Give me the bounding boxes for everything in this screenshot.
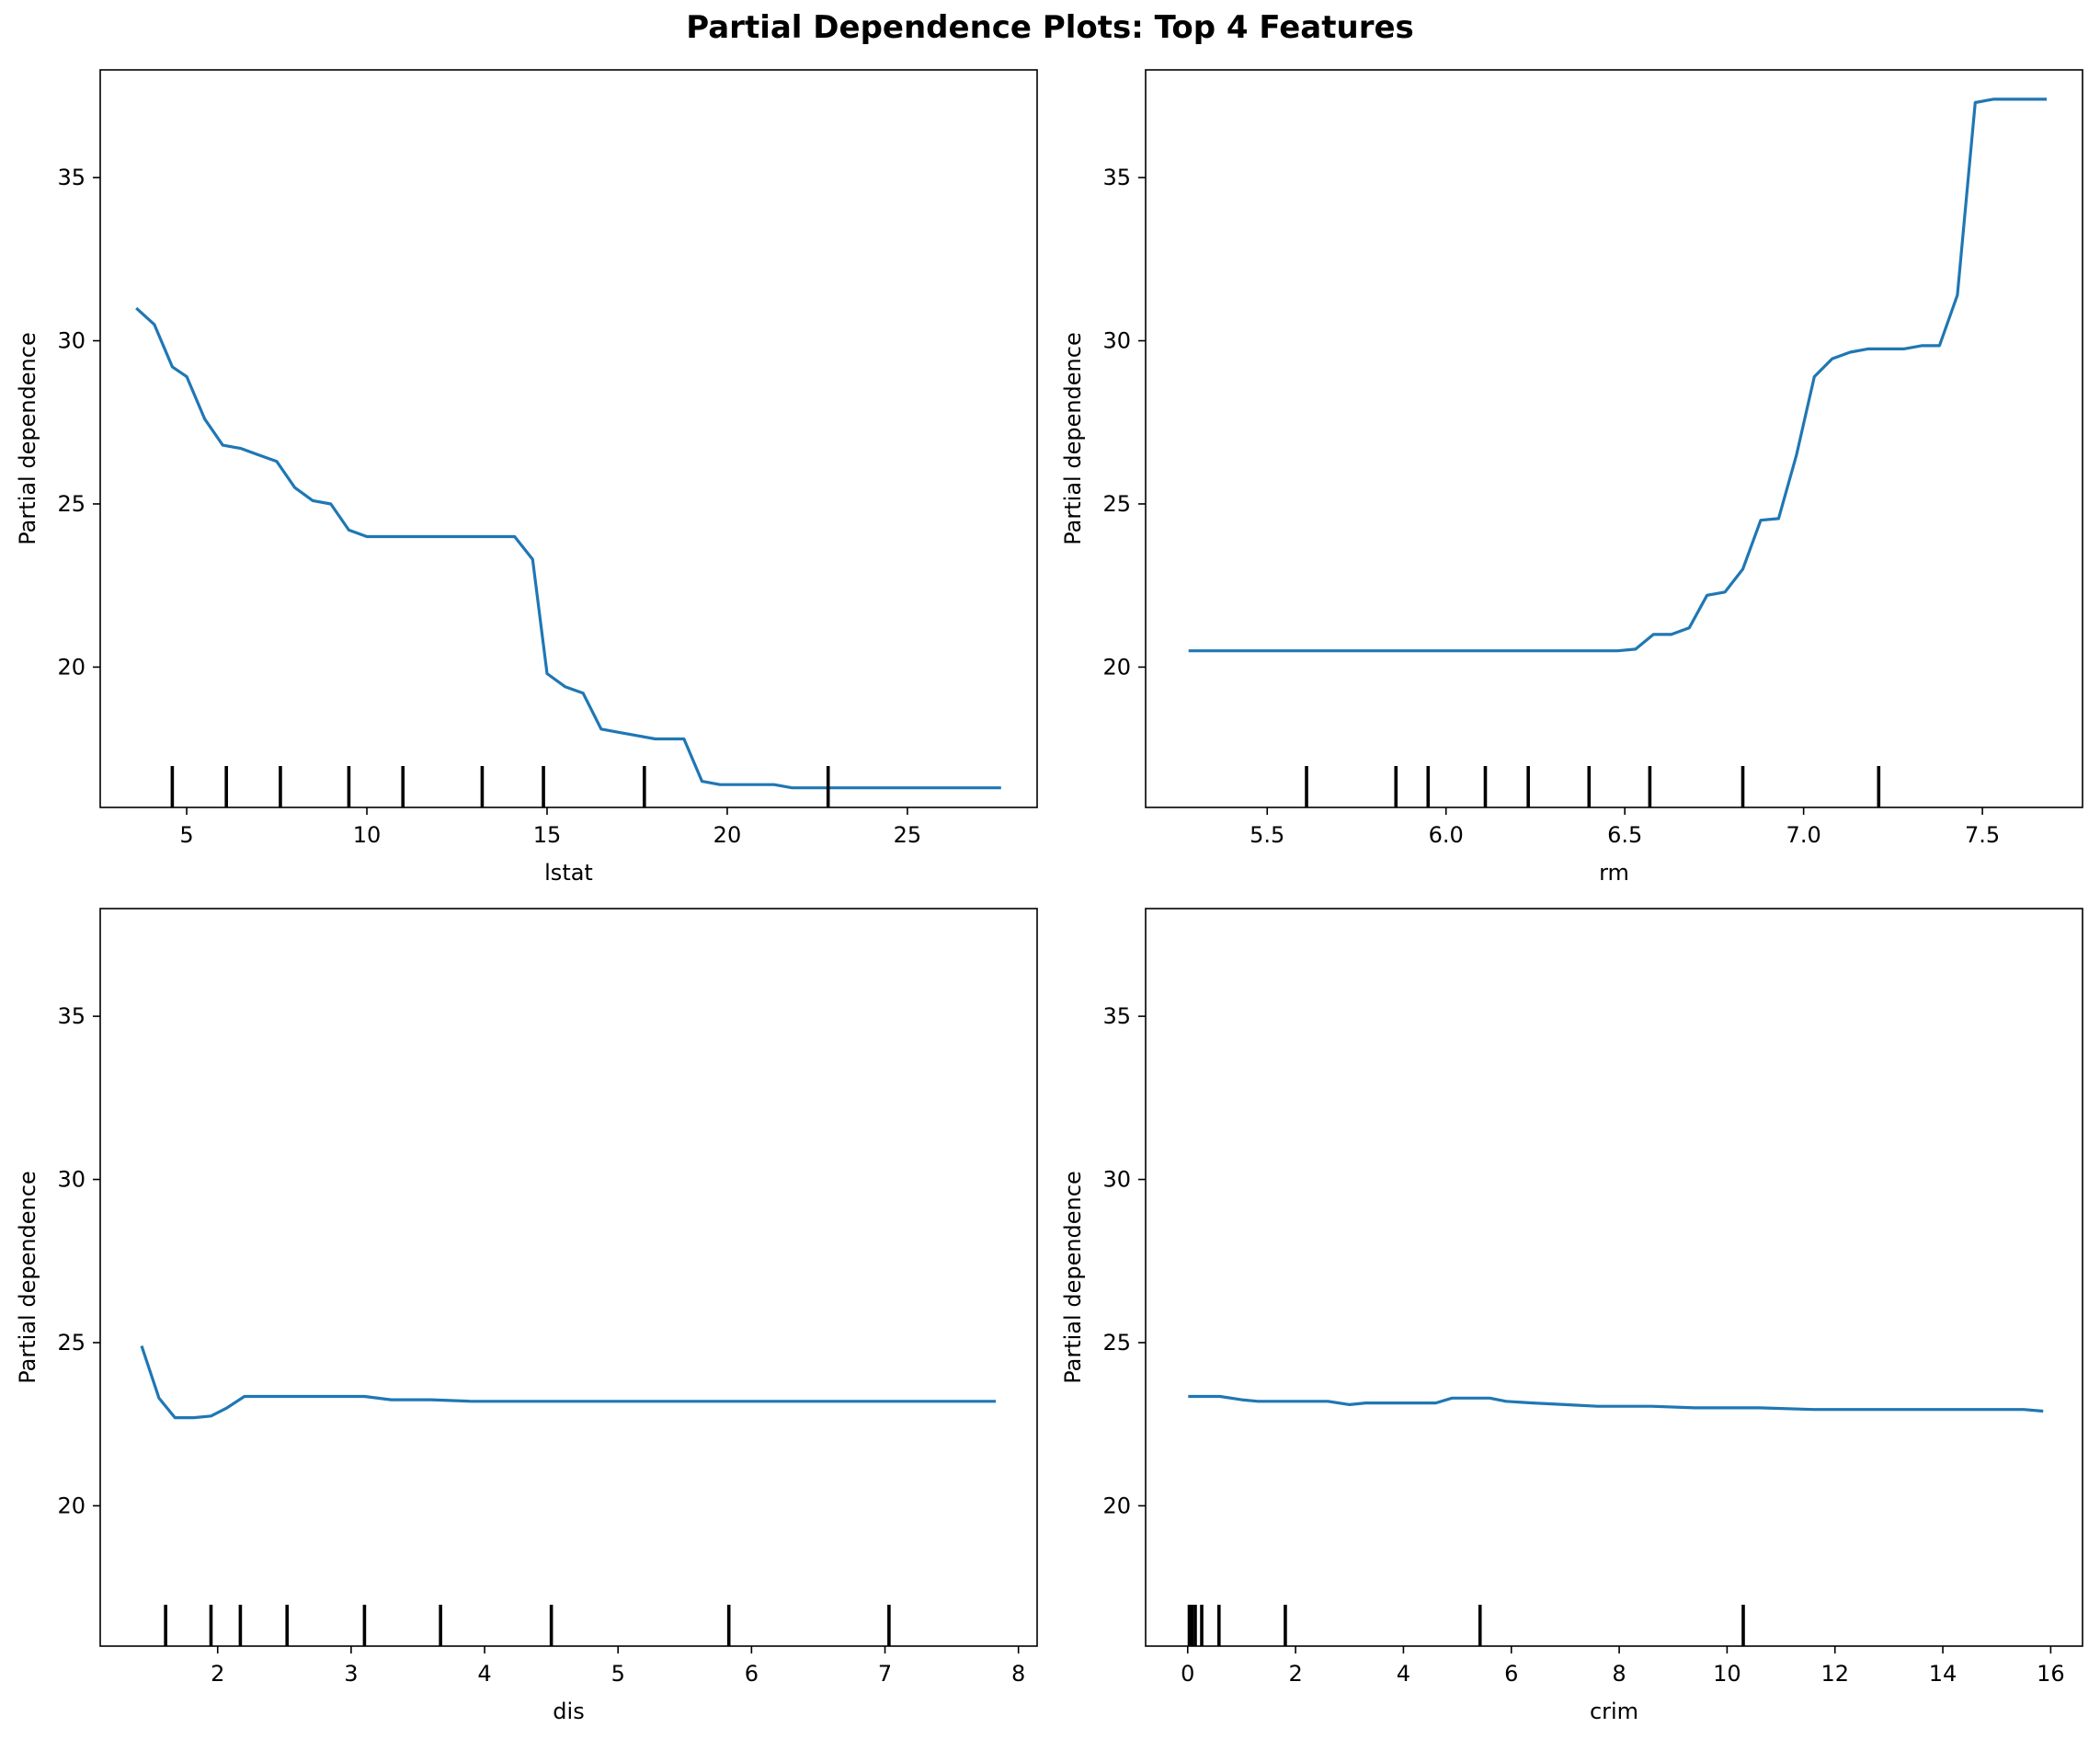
y-tick-label-crim-0: 20 bbox=[1102, 1493, 1131, 1518]
x-tick-label-rm-4: 7.5 bbox=[1965, 822, 2000, 848]
y-tick-label-lstat-1: 25 bbox=[57, 491, 86, 517]
y-tick-label-rm-1: 25 bbox=[1102, 491, 1131, 517]
x-axis-label-rm: rm bbox=[1599, 860, 1629, 886]
pdp-panel-dis: 2 3 4 5 6 7 8 20 25 30 35 dis Partial dependence bbox=[15, 908, 1038, 1724]
y-tick-label-crim-1: 25 bbox=[1102, 1330, 1131, 1356]
pdp-panel-crim: 0 2 4 6 8 10 12 14 16 20 25 30 35 crim Partial depende… bbox=[1060, 908, 2083, 1724]
x-tick-label-crim-3: 6 bbox=[1504, 1661, 1518, 1687]
x-tick-label-rm-3: 7.0 bbox=[1786, 822, 1821, 848]
x-tick-label-rm-0: 5.5 bbox=[1250, 822, 1284, 848]
pd-line-dis bbox=[140, 1344, 996, 1420]
x-tick-label-lstat-4: 25 bbox=[894, 822, 922, 848]
x-tick-label-crim-5: 10 bbox=[1713, 1661, 1741, 1687]
x-tick-label-dis-5: 7 bbox=[878, 1661, 892, 1687]
y-tick-label-dis-3: 35 bbox=[57, 1003, 86, 1029]
pdp-panel-lstat: 5 10 15 20 25 20 25 30 35 lstat Partial dependence bbox=[15, 69, 1038, 886]
y-tick-label-rm-3: 35 bbox=[1102, 165, 1131, 190]
x-tick-label-crim-0: 0 bbox=[1181, 1661, 1194, 1687]
x-tick-label-dis-1: 3 bbox=[344, 1661, 358, 1687]
x-tick-label-dis-3: 5 bbox=[611, 1661, 625, 1687]
x-tick-label-crim-2: 4 bbox=[1397, 1661, 1410, 1687]
axes-frame-dis bbox=[99, 908, 1038, 1647]
axes-frame-crim bbox=[1145, 908, 2083, 1647]
x-tick-label-crim-8: 16 bbox=[2037, 1661, 2065, 1687]
x-tick-label-crim-7: 14 bbox=[1929, 1661, 1957, 1687]
pd-line-crim bbox=[1188, 1394, 2044, 1413]
y-tick-label-lstat-0: 20 bbox=[57, 654, 86, 680]
figure-title: Partial Dependence Plots: Top 4 Features bbox=[686, 9, 1414, 46]
x-tick-label-lstat-1: 10 bbox=[353, 822, 382, 848]
pdp-panel-rm: 5.5 6.0 6.5 7.0 7.5 20 25 30 35 rm Partial depende… bbox=[1060, 69, 2083, 886]
y-tick-label-rm-2: 30 bbox=[1102, 328, 1131, 354]
x-tick-label-dis-2: 4 bbox=[477, 1661, 491, 1687]
y-tick-label-dis-0: 20 bbox=[57, 1493, 86, 1518]
x-tick-label-dis-6: 8 bbox=[1011, 1661, 1025, 1687]
axes-frame-lstat bbox=[99, 69, 1038, 808]
x-tick-label-lstat-0: 5 bbox=[179, 822, 193, 848]
x-tick-label-lstat-2: 15 bbox=[533, 822, 562, 848]
x-tick-label-rm-1: 6.0 bbox=[1429, 822, 1464, 848]
pd-line-rm bbox=[1188, 97, 2048, 653]
y-tick-label-dis-1: 25 bbox=[57, 1330, 86, 1356]
axes-frame-rm bbox=[1145, 69, 2083, 808]
x-tick-label-dis-4: 6 bbox=[745, 1661, 759, 1687]
y-tick-label-lstat-2: 30 bbox=[57, 328, 86, 354]
y-axis-label-crim: Partial dependence bbox=[1060, 1171, 1086, 1383]
y-tick-label-crim-2: 30 bbox=[1102, 1167, 1131, 1193]
x-tick-label-crim-6: 12 bbox=[1820, 1661, 1849, 1687]
x-tick-label-crim-1: 2 bbox=[1288, 1661, 1302, 1687]
y-axis-label-dis: Partial dependence bbox=[15, 1171, 40, 1383]
y-axis-label-rm: Partial dependence bbox=[1060, 332, 1086, 544]
x-axis-label-crim: crim bbox=[1590, 1699, 1638, 1724]
y-axis-label-lstat: Partial dependence bbox=[15, 332, 40, 544]
x-tick-label-crim-4: 8 bbox=[1612, 1661, 1626, 1687]
y-tick-label-crim-3: 35 bbox=[1102, 1003, 1131, 1029]
x-axis-label-lstat: lstat bbox=[544, 860, 593, 886]
pd-line-lstat bbox=[135, 306, 1001, 790]
y-tick-label-rm-0: 20 bbox=[1102, 654, 1131, 680]
y-tick-label-lstat-3: 35 bbox=[57, 165, 86, 190]
y-tick-label-dis-2: 30 bbox=[57, 1167, 86, 1193]
x-tick-label-lstat-3: 20 bbox=[713, 822, 742, 848]
x-axis-label-dis: dis bbox=[553, 1699, 584, 1724]
x-tick-label-dis-0: 2 bbox=[211, 1661, 224, 1687]
x-tick-label-rm-2: 6.5 bbox=[1607, 822, 1642, 848]
